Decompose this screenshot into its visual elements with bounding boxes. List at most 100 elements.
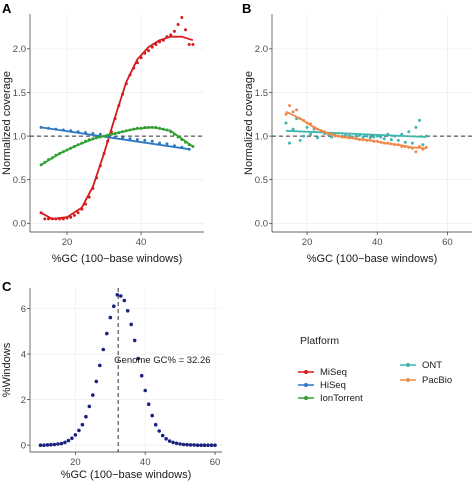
data-point-pacbio <box>414 150 418 154</box>
data-point-miseq <box>187 43 191 46</box>
data-point-windows <box>70 436 74 441</box>
panel-b-ytick-label: 1.5 <box>255 88 268 99</box>
data-point-windows <box>108 315 113 320</box>
legend-label: ONT <box>422 360 442 371</box>
data-point-windows <box>112 304 116 309</box>
data-point-miseq <box>117 104 121 108</box>
panel-c-tag: C <box>2 279 12 294</box>
panel-b-x-ticklabels: 20 40 60 <box>302 237 453 248</box>
data-point-windows <box>213 443 217 448</box>
data-point-miseq <box>135 61 139 65</box>
data-point-miseq <box>102 152 106 155</box>
data-point-pacbio <box>295 108 299 112</box>
data-point-ont <box>372 135 376 139</box>
data-point-miseq <box>128 73 132 77</box>
data-point-windows <box>63 440 67 445</box>
data-point-hiseq <box>150 139 154 143</box>
data-point-miseq <box>154 43 158 46</box>
data-point-miseq <box>165 35 169 39</box>
data-point-iontorrent <box>95 136 99 140</box>
data-point-iontorrent <box>117 131 121 135</box>
data-point-iontorrent <box>161 127 165 131</box>
panel-b-ytick-label: 2.0 <box>255 44 268 55</box>
data-point-windows <box>122 298 127 303</box>
data-point-iontorrent <box>98 135 102 139</box>
panel-a-ytick-label: 2.0 <box>13 44 26 55</box>
data-point-ont <box>354 134 358 138</box>
panel-a-x-title: %GC (100−base windows) <box>52 253 183 265</box>
data-point-windows <box>119 294 123 298</box>
data-point-iontorrent <box>172 132 176 136</box>
data-point-pacbio <box>400 145 404 148</box>
data-point-iontorrent <box>135 126 139 130</box>
data-point-hiseq <box>98 132 102 136</box>
data-point-pacbio <box>340 135 344 139</box>
data-point-hiseq <box>172 144 176 148</box>
data-point-windows <box>136 356 140 361</box>
data-point-miseq <box>76 211 80 215</box>
data-point-iontorrent <box>165 128 169 132</box>
data-point-iontorrent <box>143 125 147 129</box>
data-point-ont <box>288 141 291 145</box>
data-point-iontorrent <box>39 163 43 167</box>
data-point-miseq <box>87 195 91 199</box>
data-point-hiseq <box>158 141 162 145</box>
data-point-windows <box>38 443 43 448</box>
data-point-iontorrent <box>106 133 110 137</box>
data-point-ont <box>389 138 393 142</box>
data-point-windows <box>181 442 186 447</box>
data-point-ont <box>302 134 306 138</box>
panel-a-y-ticklabels: 0.0 0.5 1.0 1.5 2.0 <box>13 44 26 229</box>
data-point-miseq <box>169 33 173 37</box>
data-point-windows <box>59 441 64 446</box>
data-point-windows <box>160 433 165 438</box>
data-point-ont <box>358 133 362 137</box>
data-point-windows <box>73 433 78 437</box>
panel-a-xtick-label: 20 <box>62 237 73 248</box>
data-point-ont <box>421 143 425 147</box>
panel-a-ytick-label: 1.0 <box>13 131 26 142</box>
data-point-miseq <box>54 217 58 221</box>
data-point-windows <box>192 443 196 447</box>
data-point-windows <box>209 443 214 448</box>
data-point-miseq <box>180 16 184 19</box>
data-point-hiseq <box>61 128 65 132</box>
data-point-pacbio <box>403 145 407 148</box>
data-point-ont <box>330 135 334 139</box>
data-point-pacbio <box>393 143 397 147</box>
panel-b-x-title: %GC (100−base windows) <box>307 253 438 265</box>
data-point-miseq <box>58 217 62 221</box>
panel-c-marks <box>38 293 217 448</box>
data-point-pacbio <box>379 140 383 144</box>
data-point-iontorrent <box>72 145 76 148</box>
data-point-hiseq <box>113 135 117 139</box>
data-point-ont <box>410 141 414 145</box>
data-point-ont <box>291 127 295 131</box>
data-point-pacbio <box>389 142 393 146</box>
data-point-iontorrent <box>184 140 187 144</box>
data-point-ont <box>379 135 383 139</box>
legend-item-hiseq: HiSeq <box>298 380 346 391</box>
data-point-windows <box>132 338 137 343</box>
data-point-iontorrent <box>176 135 180 139</box>
panel-a-ytick-label: 0.5 <box>13 175 26 186</box>
data-point-windows <box>206 443 210 448</box>
panel-b-ytick-label: 0.5 <box>255 175 268 186</box>
data-point-ont <box>393 134 397 138</box>
data-point-miseq <box>143 51 147 55</box>
data-point-pacbio <box>382 141 386 145</box>
data-point-miseq <box>43 217 47 221</box>
data-point-miseq <box>161 38 165 42</box>
data-point-ont <box>386 132 390 136</box>
data-point-windows <box>87 404 92 409</box>
data-point-windows <box>178 442 182 446</box>
data-point-pacbio <box>298 117 302 121</box>
legend-key-dot <box>304 370 308 374</box>
panel-a-x-ticklabels: 20 40 <box>62 237 147 248</box>
legend: Platform MiSeq HiSeq IonTorrent ONT PacB… <box>298 335 452 404</box>
panel-c-x-ticklabels: 20 40 60 <box>70 457 220 468</box>
data-point-miseq <box>91 186 95 190</box>
data-point-pacbio <box>368 138 372 142</box>
data-point-iontorrent <box>121 130 125 134</box>
